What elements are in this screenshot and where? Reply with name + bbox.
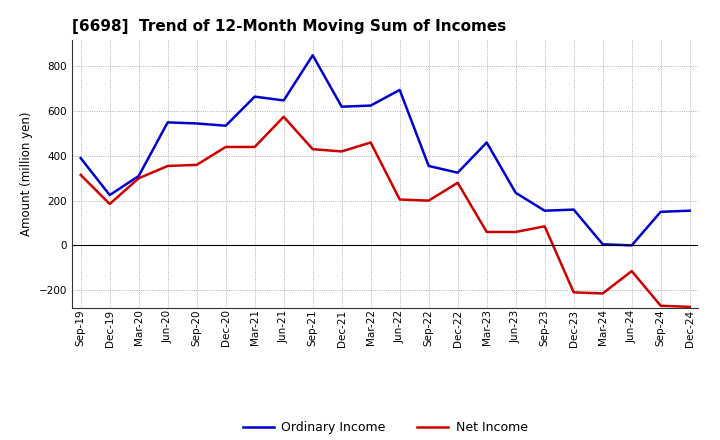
- Net Income: [221, 144, 230, 150]
- Net Income: [163, 163, 172, 169]
- Ordinary Income: [221, 123, 230, 128]
- Net Income: [251, 144, 259, 150]
- Ordinary Income: [541, 208, 549, 213]
- Ordinary Income: [570, 207, 578, 212]
- Y-axis label: Amount (million yen): Amount (million yen): [20, 112, 33, 236]
- Net Income: [570, 290, 578, 295]
- Ordinary Income: [657, 209, 665, 214]
- Net Income: [424, 198, 433, 203]
- Net Income: [308, 147, 317, 152]
- Ordinary Income: [685, 208, 694, 213]
- Ordinary Income: [135, 173, 143, 179]
- Net Income: [395, 197, 404, 202]
- Net Income: [135, 176, 143, 181]
- Net Income: [685, 304, 694, 309]
- Ordinary Income: [338, 104, 346, 109]
- Ordinary Income: [395, 87, 404, 92]
- Ordinary Income: [454, 170, 462, 175]
- Legend: Ordinary Income, Net Income: Ordinary Income, Net Income: [238, 416, 533, 439]
- Ordinary Income: [424, 163, 433, 169]
- Ordinary Income: [105, 192, 114, 198]
- Ordinary Income: [163, 120, 172, 125]
- Ordinary Income: [366, 103, 375, 108]
- Ordinary Income: [192, 121, 201, 126]
- Ordinary Income: [308, 53, 317, 58]
- Net Income: [76, 172, 85, 178]
- Text: [6698]  Trend of 12-Month Moving Sum of Incomes: [6698] Trend of 12-Month Moving Sum of I…: [72, 19, 506, 34]
- Net Income: [279, 114, 288, 119]
- Net Income: [366, 140, 375, 145]
- Net Income: [454, 180, 462, 185]
- Ordinary Income: [76, 155, 85, 161]
- Net Income: [541, 224, 549, 229]
- Net Income: [482, 229, 491, 235]
- Ordinary Income: [482, 140, 491, 145]
- Line: Net Income: Net Income: [81, 117, 690, 307]
- Ordinary Income: [251, 94, 259, 99]
- Net Income: [192, 162, 201, 168]
- Ordinary Income: [279, 98, 288, 103]
- Net Income: [338, 149, 346, 154]
- Net Income: [105, 202, 114, 207]
- Net Income: [511, 229, 520, 235]
- Ordinary Income: [627, 243, 636, 248]
- Net Income: [657, 303, 665, 308]
- Ordinary Income: [511, 190, 520, 195]
- Line: Ordinary Income: Ordinary Income: [81, 55, 690, 246]
- Ordinary Income: [598, 242, 607, 247]
- Net Income: [627, 268, 636, 274]
- Net Income: [598, 291, 607, 296]
